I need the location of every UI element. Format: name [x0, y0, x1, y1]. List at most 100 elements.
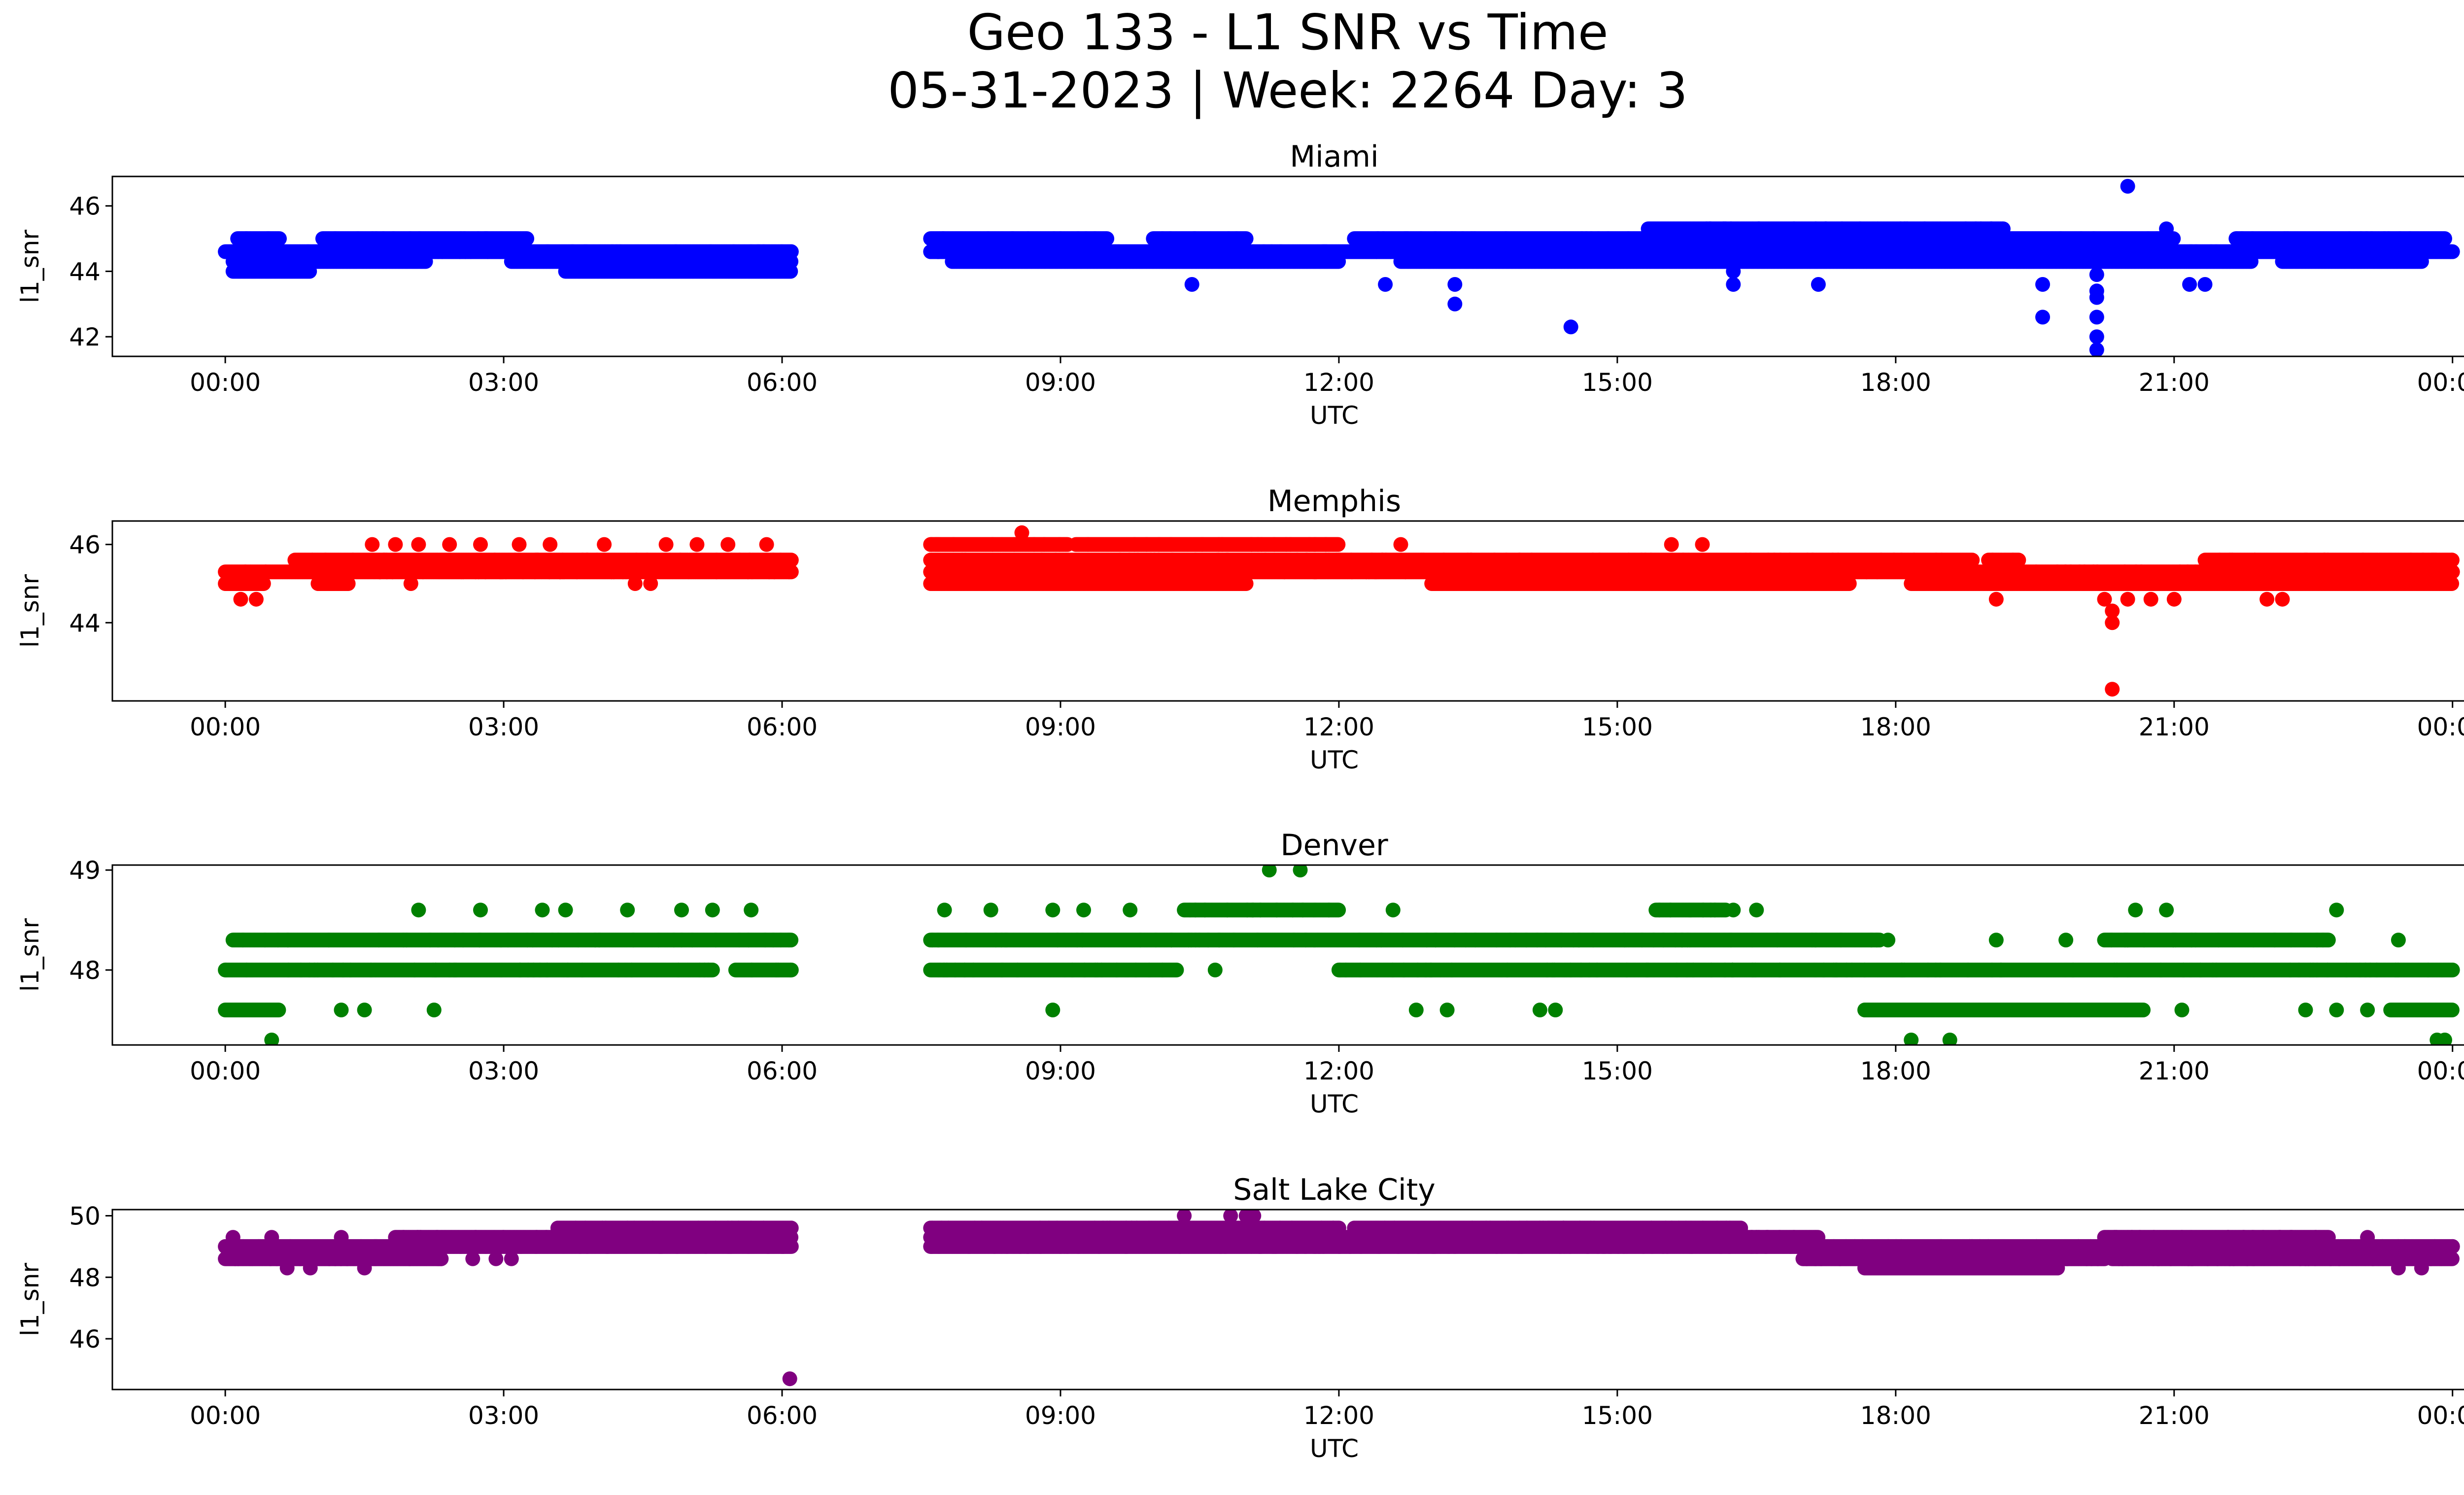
data-point [2053, 231, 2068, 246]
data-point [936, 231, 951, 246]
data-point [1844, 254, 1859, 269]
data-point [1740, 254, 1755, 269]
data-point [1078, 231, 1094, 246]
data-point [1018, 254, 1033, 269]
data-point [1601, 231, 1616, 246]
data-point [1475, 254, 1490, 269]
figure-title-line2: 05-31-2023 | Week: 2264 Day: 3 [888, 62, 1687, 119]
data-point [1459, 254, 1474, 269]
data-point [2183, 254, 2198, 269]
data-point [1599, 254, 1614, 269]
data-point [1864, 254, 1879, 269]
data-point [1155, 231, 1170, 246]
data-point [2011, 254, 2026, 269]
data-point [519, 231, 535, 246]
data-point [1782, 254, 1798, 269]
data-point [328, 231, 342, 246]
data-point [2022, 254, 2038, 269]
data-point [480, 244, 495, 259]
data-point [2392, 231, 2407, 246]
data-point [261, 231, 276, 246]
subplot-title: Miami [1290, 139, 1378, 174]
data-point [1621, 231, 1636, 246]
data-point [2381, 231, 2396, 246]
data-point [1512, 254, 1527, 269]
data-point [1422, 254, 1437, 269]
data-point [347, 254, 363, 269]
data-point [1049, 254, 1064, 269]
data-point [2210, 254, 2225, 269]
data-point [1818, 254, 1833, 269]
data-point [453, 231, 468, 246]
data-point [1467, 231, 1482, 246]
data-point [1229, 231, 1244, 246]
data-point [2364, 231, 2379, 246]
data-point [272, 231, 287, 246]
data-point [2044, 254, 2059, 269]
data-point [1943, 254, 1958, 269]
data-point [2074, 231, 2089, 246]
data-point [1793, 254, 1809, 269]
data-point [958, 254, 973, 269]
data-point [1755, 254, 1770, 269]
data-point [1428, 231, 1443, 246]
data-point [1021, 231, 1036, 246]
data-point [1370, 231, 1385, 246]
data-point [435, 244, 450, 259]
data-point [2243, 254, 2259, 269]
data-point [1177, 254, 1192, 269]
data-point [471, 231, 486, 246]
data-point [1383, 244, 1398, 259]
data-point [945, 254, 960, 269]
data-point [1584, 231, 1599, 246]
data-point [1500, 254, 1515, 269]
data-point [239, 231, 254, 246]
data-point [1133, 254, 1149, 269]
data-point [930, 244, 946, 259]
data-point [1287, 254, 1302, 269]
data-point [1576, 254, 1591, 269]
data-point [987, 254, 1002, 269]
data-point [2110, 254, 2125, 269]
data-point [2437, 231, 2452, 246]
data-point [1099, 231, 1115, 246]
data-point [1213, 254, 1229, 269]
data-point [1668, 254, 1683, 269]
data-point [1187, 231, 1202, 246]
data-point [2229, 254, 2245, 269]
data-point [1395, 254, 1410, 269]
data-point [350, 231, 366, 246]
data-point [2149, 231, 2164, 246]
data-point [2353, 231, 2368, 246]
data-point [1006, 254, 1022, 269]
data-point [1436, 254, 1451, 269]
data-point [2234, 231, 2249, 246]
data-point [399, 254, 414, 269]
data-point [2342, 231, 2357, 246]
figure-title-line1: Geo 133 - L1 SNR vs Time [967, 3, 1608, 61]
data-point [1053, 231, 1068, 246]
data-point [1199, 254, 1215, 269]
data-point [1713, 254, 1728, 269]
data-point [1413, 231, 1429, 246]
data-point [1648, 254, 1663, 269]
data-point [1914, 254, 1929, 269]
data-point [1004, 231, 1019, 246]
data-point [1326, 254, 1341, 269]
data-point [981, 231, 995, 246]
data-point [1068, 254, 1083, 269]
data-point [1444, 231, 1460, 246]
data-point [2086, 231, 2101, 246]
data-point [463, 244, 479, 259]
data-point [2068, 254, 2083, 269]
data-point [1398, 231, 1413, 246]
data-point [403, 231, 418, 246]
data-point [1683, 254, 1699, 269]
data-point [2443, 244, 2458, 259]
data-point [1102, 254, 1117, 269]
data-point [1233, 254, 1248, 269]
data-point [2277, 231, 2292, 246]
data-point [369, 231, 384, 246]
